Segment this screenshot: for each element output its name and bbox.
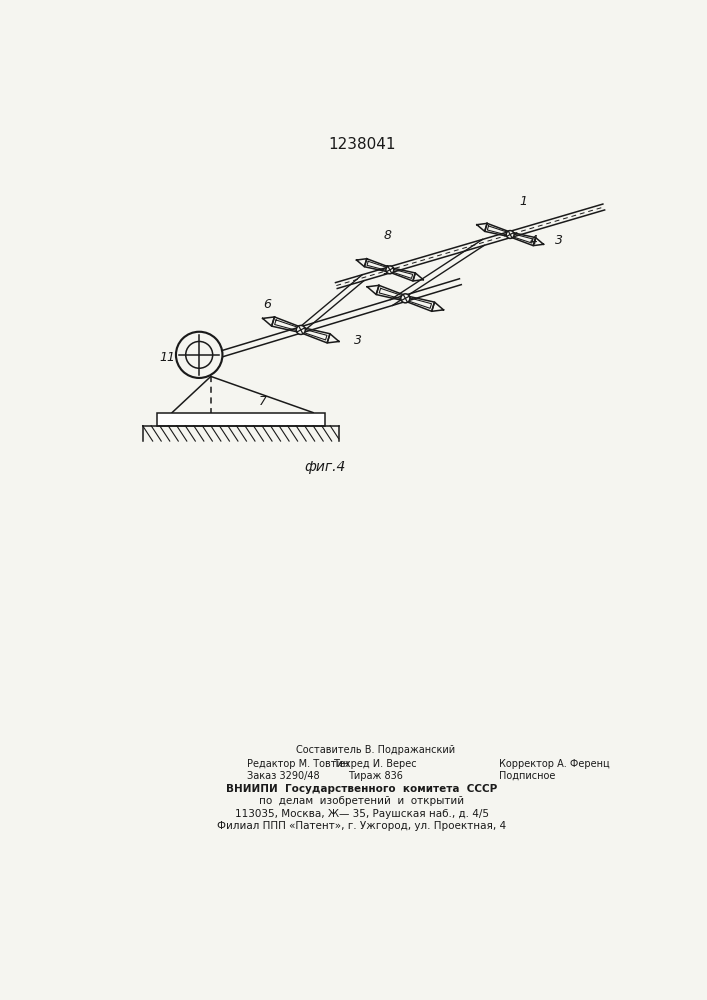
Circle shape <box>176 332 223 378</box>
Text: 8: 8 <box>384 229 392 242</box>
Text: 4: 4 <box>530 234 537 247</box>
Text: фиг.4: фиг.4 <box>304 460 346 474</box>
Text: 113035, Москва, Ж— 35, Раушская наб., д. 4/5: 113035, Москва, Ж— 35, Раушская наб., д.… <box>235 809 489 819</box>
Circle shape <box>296 325 305 334</box>
Text: Заказ 3290/48: Заказ 3290/48 <box>247 771 320 781</box>
Text: по  делам  изобретений  и  открытий: по делам изобретений и открытий <box>259 796 464 806</box>
Circle shape <box>386 266 394 274</box>
Text: Составитель В. Подражанский: Составитель В. Подражанский <box>296 745 455 755</box>
Text: 1: 1 <box>382 264 390 277</box>
Text: 1238041: 1238041 <box>328 137 396 152</box>
Text: Тираж 836: Тираж 836 <box>348 771 402 781</box>
Text: 3: 3 <box>555 234 563 247</box>
Bar <box>156 413 325 426</box>
Text: 7: 7 <box>259 395 267 408</box>
Text: 1: 1 <box>520 195 527 208</box>
Text: 11: 11 <box>159 351 175 364</box>
Text: Филиал ППП «Патент», г. Ужгород, ул. Проектная, 4: Филиал ППП «Патент», г. Ужгород, ул. Про… <box>217 821 506 831</box>
Circle shape <box>506 231 514 238</box>
Text: ВНИИПИ  Государственного  комитета  СССР: ВНИИПИ Государственного комитета СССР <box>226 784 498 794</box>
Text: 6: 6 <box>264 298 271 311</box>
Circle shape <box>401 294 410 303</box>
Text: Корректор А. Ференц: Корректор А. Ференц <box>499 759 610 769</box>
Text: 3: 3 <box>354 334 361 347</box>
Text: Техред И. Верес: Техред И. Верес <box>333 759 417 769</box>
Text: Редактор М. Товтин: Редактор М. Товтин <box>247 759 349 769</box>
Text: Подписное: Подписное <box>499 771 556 781</box>
